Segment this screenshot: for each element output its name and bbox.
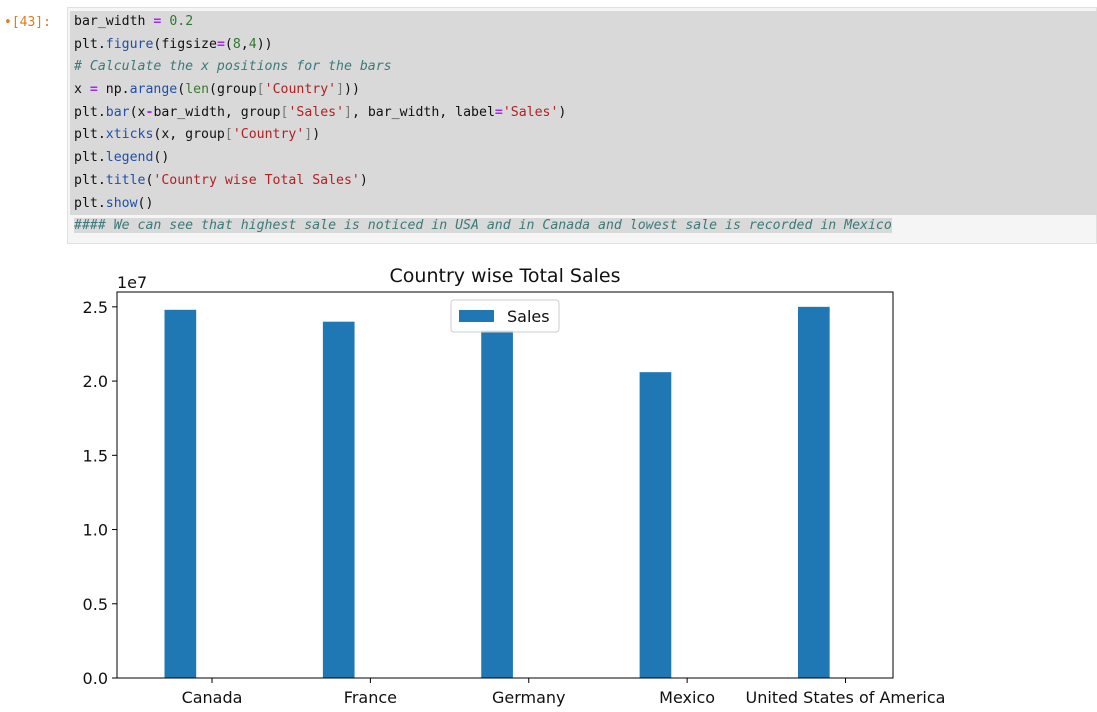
y-tick-label: 0.0 xyxy=(83,669,108,688)
y-tick-label: 2.5 xyxy=(83,298,108,317)
bar xyxy=(164,309,197,678)
cell-prompt: •[43]: xyxy=(4,15,51,30)
plot-frame xyxy=(116,291,894,679)
prompt-marker: • xyxy=(4,15,12,30)
code-line: plt.legend() xyxy=(70,147,1097,170)
x-tick-label: Canada xyxy=(182,688,243,707)
y-tick-label: 0.5 xyxy=(83,595,108,614)
code-line: # Calculate the x positions for the bars xyxy=(70,56,1097,80)
chart-title: Country wise Total Sales xyxy=(390,265,621,287)
y-offset-label: 1e7 xyxy=(117,273,147,292)
legend-swatch xyxy=(459,310,494,322)
x-tick-label: Germany xyxy=(492,688,566,707)
code-line: plt.show() xyxy=(70,192,1097,216)
legend-label: Sales xyxy=(507,307,550,326)
bar xyxy=(322,321,355,678)
bar xyxy=(797,306,830,678)
code-editor[interactable]: bar_width = 0.2 plt.figure(figsize=(8,4))… xyxy=(70,11,1097,238)
code-line: plt.xticks(x, group['Country']) xyxy=(70,124,1097,148)
bar xyxy=(481,330,513,678)
code-line: plt.title('Country wise Total Sales') xyxy=(70,169,1097,193)
code-line: plt.bar(x-bar_width, group['Sales'], bar… xyxy=(70,101,1097,125)
x-tick-label: United States of America xyxy=(746,688,946,707)
code-line: x = np.arange(len(group['Country'])) xyxy=(70,79,1097,102)
y-tick-label: 1.0 xyxy=(83,521,108,540)
code-line: bar_width = 0.2 xyxy=(70,11,1097,34)
y-tick-label: 2.0 xyxy=(83,372,108,391)
x-tick-label: France xyxy=(344,688,397,707)
x-tick-label: Mexico xyxy=(659,688,715,707)
code-line: plt.figure(figsize=(8,4)) xyxy=(70,33,1097,57)
y-tick-label: 1.5 xyxy=(83,446,108,465)
bar xyxy=(639,372,672,678)
legend-box xyxy=(450,299,560,333)
code-line: #### We can see that highest sale is not… xyxy=(74,218,892,234)
prompt-label: [43]: xyxy=(11,15,51,30)
